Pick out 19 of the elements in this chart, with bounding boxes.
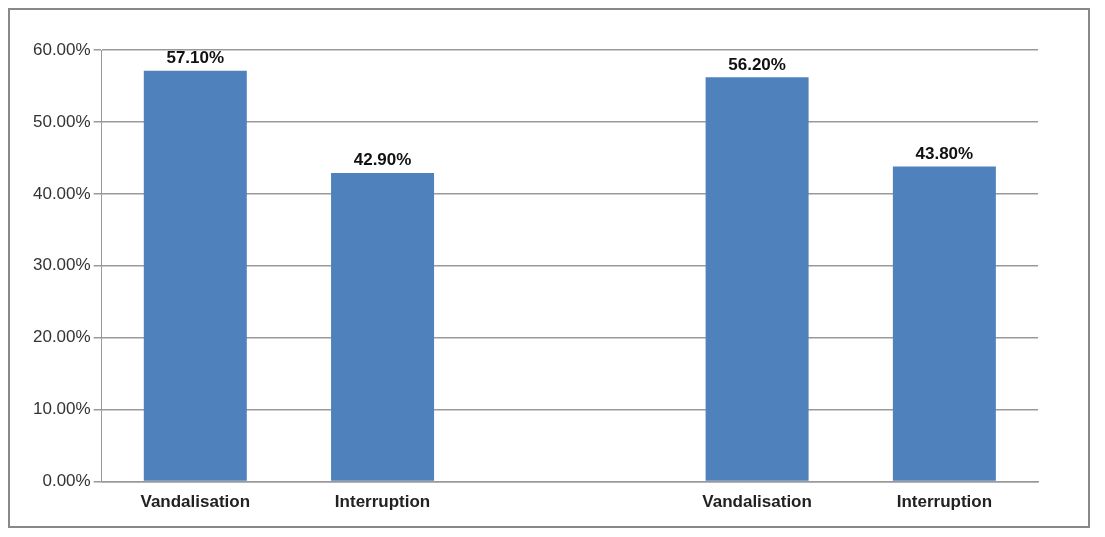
y-tick-label: 20.00% (32, 327, 91, 347)
x-tick-label: Interruption (334, 492, 431, 512)
y-tick-label: 40.00% (32, 183, 91, 203)
y-tick-label: 0.00% (42, 471, 91, 491)
x-tick-label: Interruption (896, 492, 993, 512)
y-tick-label: 10.00% (32, 399, 91, 419)
bar (143, 70, 247, 481)
x-tick-label: Vandalisation (702, 492, 812, 512)
data-label: 57.10% (166, 48, 225, 68)
bar (892, 166, 996, 481)
bar (705, 77, 809, 481)
data-label: 42.90% (353, 150, 412, 170)
y-tick-label: 50.00% (32, 111, 91, 131)
y-tick-label: 30.00% (32, 255, 91, 275)
data-label: 43.80% (915, 143, 974, 163)
data-label: 56.20% (728, 54, 786, 74)
y-tick-label: 60.00% (32, 39, 91, 59)
bar (331, 173, 435, 481)
x-tick-label: Vandalisation (140, 492, 251, 512)
